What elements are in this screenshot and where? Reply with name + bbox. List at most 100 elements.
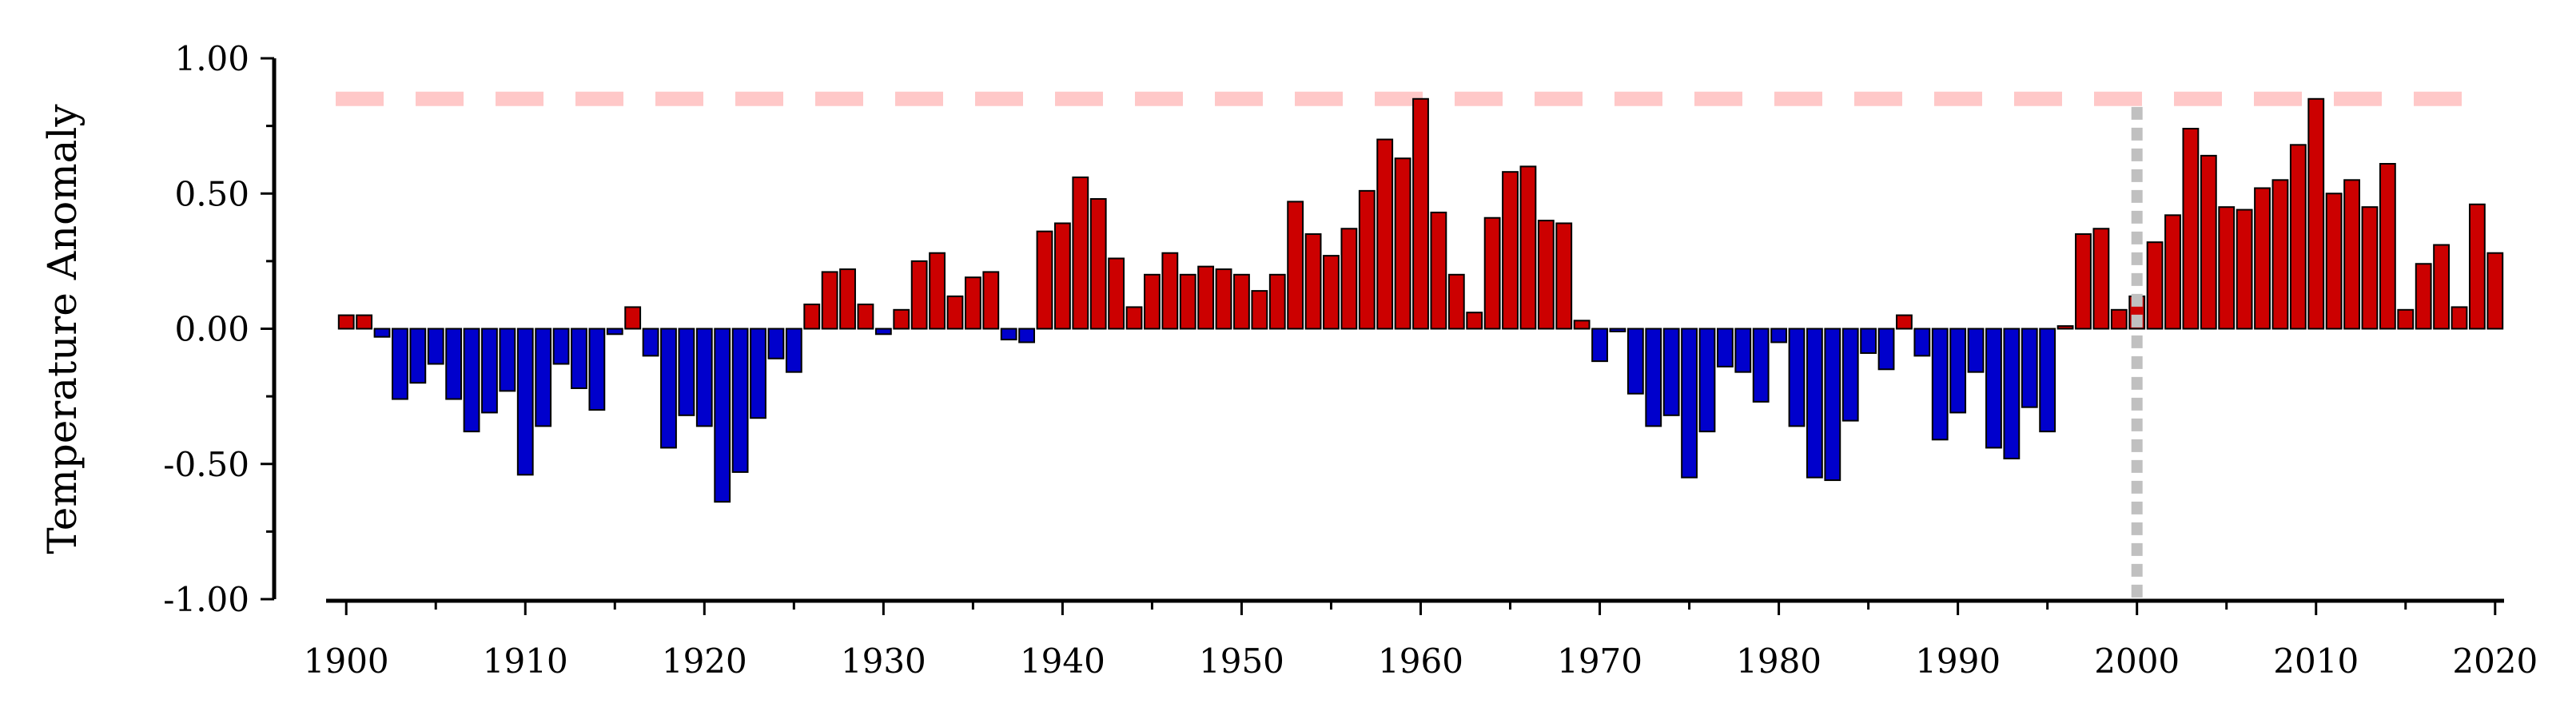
x-tick-label: 1920 [662, 642, 747, 681]
bar-1903 [392, 328, 408, 400]
bar-1985 [1860, 328, 1877, 354]
x-tick-label: 1990 [1915, 642, 2001, 681]
bar-1988 [1913, 328, 1931, 357]
bar-1930 [874, 328, 892, 336]
bar-1993 [2003, 328, 2021, 459]
y-tick-label: 1.00 [174, 39, 249, 78]
bar-1924 [767, 328, 785, 360]
bar-2020 [2486, 252, 2504, 330]
bar-2006 [2236, 209, 2253, 330]
bar-1935 [964, 276, 981, 330]
bar-1941 [1072, 176, 1089, 330]
y-tick-label: -0.50 [163, 445, 249, 484]
bar-1945 [1144, 273, 1161, 330]
bar-1912 [552, 328, 570, 365]
bar-1913 [571, 328, 587, 389]
bar-1921 [714, 328, 731, 503]
bar-2010 [2307, 97, 2325, 330]
bar-1931 [893, 308, 910, 330]
bar-1967 [1537, 220, 1555, 330]
x-tick-label: 1910 [483, 642, 568, 681]
bar-1915 [606, 328, 623, 336]
bar-2012 [2343, 179, 2360, 330]
bar-1974 [1662, 328, 1680, 416]
bar-1963 [1466, 312, 1483, 330]
bar-1947 [1179, 273, 1196, 330]
bar-1908 [481, 328, 498, 414]
bar-2016 [2415, 263, 2432, 330]
bar-1964 [1483, 216, 1501, 330]
bar-1942 [1089, 198, 1107, 330]
bar-1926 [803, 304, 821, 330]
x-tick-label: 1900 [304, 642, 389, 681]
bar-2005 [2218, 206, 2236, 330]
bar-1986 [1877, 328, 1895, 371]
x-tick-label: 1970 [1557, 642, 1642, 681]
bar-1916 [624, 306, 642, 330]
bar-1909 [499, 328, 516, 392]
bar-2019 [2468, 203, 2486, 330]
bar-1989 [1931, 328, 1949, 441]
bar-1972 [1626, 328, 1644, 395]
bar-1948 [1197, 265, 1215, 330]
bar-1911 [535, 328, 552, 427]
bar-1978 [1734, 328, 1752, 373]
bar-1910 [516, 328, 534, 476]
bar-2014 [2379, 163, 2396, 330]
bar-1980 [1770, 328, 1788, 344]
bar-1995 [2039, 328, 2056, 433]
bar-1946 [1161, 252, 1179, 330]
bar-2013 [2361, 206, 2379, 330]
bar-2004 [2200, 154, 2217, 330]
bar-1932 [910, 260, 928, 330]
bar-1996 [2056, 325, 2074, 330]
bar-1971 [1609, 328, 1626, 332]
bar-1943 [1108, 257, 1125, 330]
bar-2015 [2397, 308, 2415, 330]
bar-1914 [588, 328, 606, 411]
bar-1944 [1125, 306, 1143, 330]
y-tick-label: 0.50 [174, 174, 249, 213]
bar-1966 [1519, 165, 1537, 330]
bar-1977 [1716, 328, 1734, 367]
bar-1953 [1287, 201, 1304, 330]
bar-1929 [857, 304, 874, 330]
bar-1905 [427, 328, 444, 365]
bar-2009 [2289, 144, 2307, 330]
bar-2011 [2325, 193, 2343, 330]
bar-1987 [1896, 314, 1913, 330]
bar-1997 [2075, 233, 2092, 330]
bar-1958 [1376, 138, 1394, 330]
bar-2001 [2146, 241, 2164, 330]
bar-1994 [2021, 328, 2038, 408]
bar-1940 [1053, 222, 1071, 330]
bar-1938 [1018, 328, 1036, 344]
bar-1920 [695, 328, 713, 427]
bar-1982 [1806, 328, 1823, 479]
x-axis: 1900 1910 1920 1930 1940 1950 1960 1970 1980 1990… [304, 598, 2538, 681]
x-tick-label: 1960 [1378, 642, 1463, 681]
bar-1917 [642, 328, 659, 357]
bar-1975 [1681, 328, 1698, 479]
bar-1919 [678, 328, 695, 416]
bar-1907 [463, 328, 480, 433]
bar-1934 [946, 295, 964, 330]
bar-1925 [785, 328, 802, 373]
bar-1999 [2110, 308, 2128, 330]
x-tick-label: 2000 [2094, 642, 2180, 681]
bar-1957 [1358, 189, 1376, 330]
x-tick-label: 1980 [1736, 642, 1822, 681]
x-tick-label: 1930 [841, 642, 926, 681]
bar-1962 [1447, 273, 1465, 330]
bar-1918 [660, 328, 677, 449]
bar-1906 [445, 328, 463, 400]
bar-1922 [731, 328, 749, 473]
bar-1965 [1502, 171, 1519, 330]
bar-2002 [2164, 214, 2181, 330]
bar-1933 [929, 252, 946, 330]
bar-1936 [982, 271, 1000, 330]
x-tick-label: 1940 [1020, 642, 1105, 681]
bar-1984 [1841, 328, 1859, 422]
bar-1969 [1573, 320, 1591, 330]
